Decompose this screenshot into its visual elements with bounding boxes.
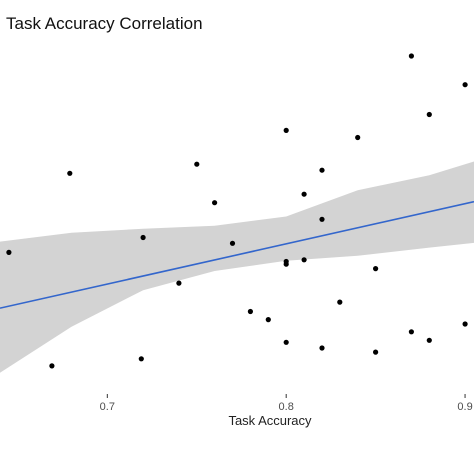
x-axis: 0.7 0.8 0.9: [100, 394, 473, 413]
data-point: [67, 170, 73, 176]
data-point: [408, 329, 414, 335]
data-point: [138, 356, 144, 362]
data-point: [355, 134, 361, 141]
confidence-band: [0, 161, 474, 373]
data-point: [49, 363, 55, 369]
data-point: [283, 127, 289, 133]
data-points-layer: [6, 53, 468, 369]
data-point: [6, 249, 12, 255]
data-point: [176, 280, 182, 286]
data-point: [283, 261, 289, 267]
data-point: [229, 240, 236, 246]
data-point: [319, 167, 325, 173]
data-point: [319, 216, 325, 222]
regression-line: [0, 200, 474, 309]
data-point: [408, 53, 414, 59]
x-axis-title: Task Accuracy: [228, 413, 312, 428]
data-point: [373, 349, 379, 355]
chart-title: Task Accuracy Correlation: [6, 14, 203, 33]
data-point: [337, 299, 343, 305]
data-point: [194, 161, 200, 167]
x-tick-label: 0.9: [457, 401, 472, 413]
data-point: [247, 308, 253, 315]
x-tick-label: 0.7: [100, 401, 115, 413]
data-point: [212, 200, 218, 206]
data-point: [462, 321, 468, 327]
fit-line-layer: [0, 200, 474, 309]
data-point: [426, 337, 432, 343]
confidence-band-layer: [0, 161, 474, 373]
data-point: [426, 111, 432, 118]
data-point: [462, 82, 468, 88]
data-point: [301, 257, 307, 263]
data-point: [373, 266, 379, 272]
data-point: [140, 234, 146, 241]
x-tick-label: 0.8: [279, 401, 294, 413]
data-point: [265, 317, 271, 323]
data-point: [301, 191, 307, 197]
data-point: [319, 345, 325, 351]
data-point: [283, 339, 289, 345]
